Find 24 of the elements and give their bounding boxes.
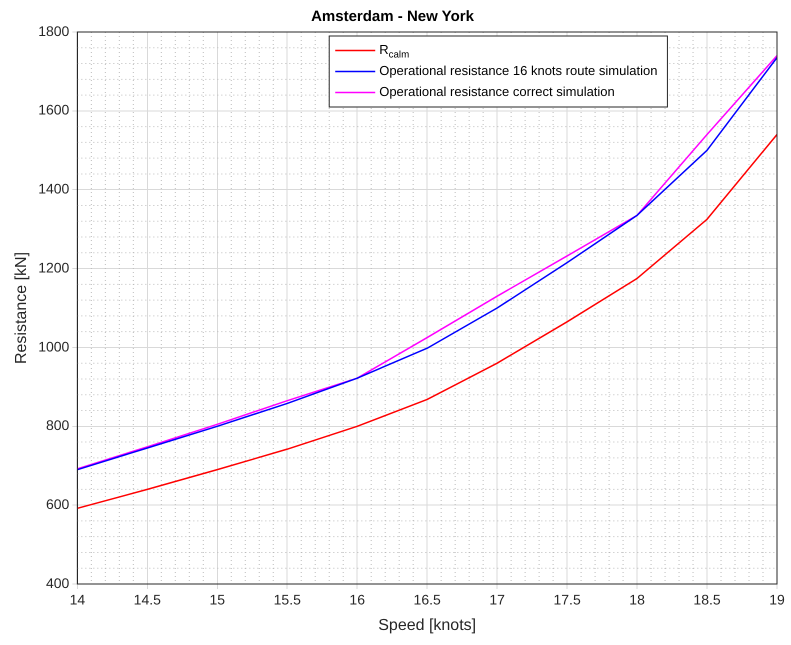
- y-axis-title: Resistance [kN]: [13, 252, 30, 364]
- x-tick-label: 18: [629, 591, 646, 608]
- x-tick-label: 18.5: [693, 591, 721, 608]
- chart-title: Amsterdam - New York: [311, 8, 475, 26]
- legend-label: Operational resistance 16 knots route simulation: [379, 63, 658, 78]
- x-tick-label: 17: [489, 591, 506, 608]
- x-tick-label: 15: [209, 591, 226, 608]
- x-tick-label: 17.5: [553, 591, 581, 608]
- x-axis-title: Speed [knots]: [378, 616, 476, 634]
- x-tick-label: 14.5: [134, 591, 162, 608]
- y-tick-label: 1200: [38, 259, 70, 276]
- x-tick-label: 14: [70, 591, 86, 608]
- y-tick-label: 1400: [38, 180, 70, 197]
- y-tick-label: 400: [46, 574, 70, 591]
- y-tick-label: 600: [46, 496, 70, 512]
- x-tick-label: 19: [769, 591, 785, 608]
- y-tick-label: 1000: [38, 338, 70, 354]
- y-tick-label: 1800: [38, 22, 70, 39]
- legend-label: Operational resistance correct simulation: [379, 84, 615, 100]
- x-tick-label: 15.5: [274, 591, 302, 608]
- y-tick-label: 1600: [38, 102, 70, 118]
- x-tick-label: 16.5: [414, 591, 442, 608]
- x-tick-label: 16: [349, 591, 366, 608]
- y-tick-label: 800: [46, 417, 70, 434]
